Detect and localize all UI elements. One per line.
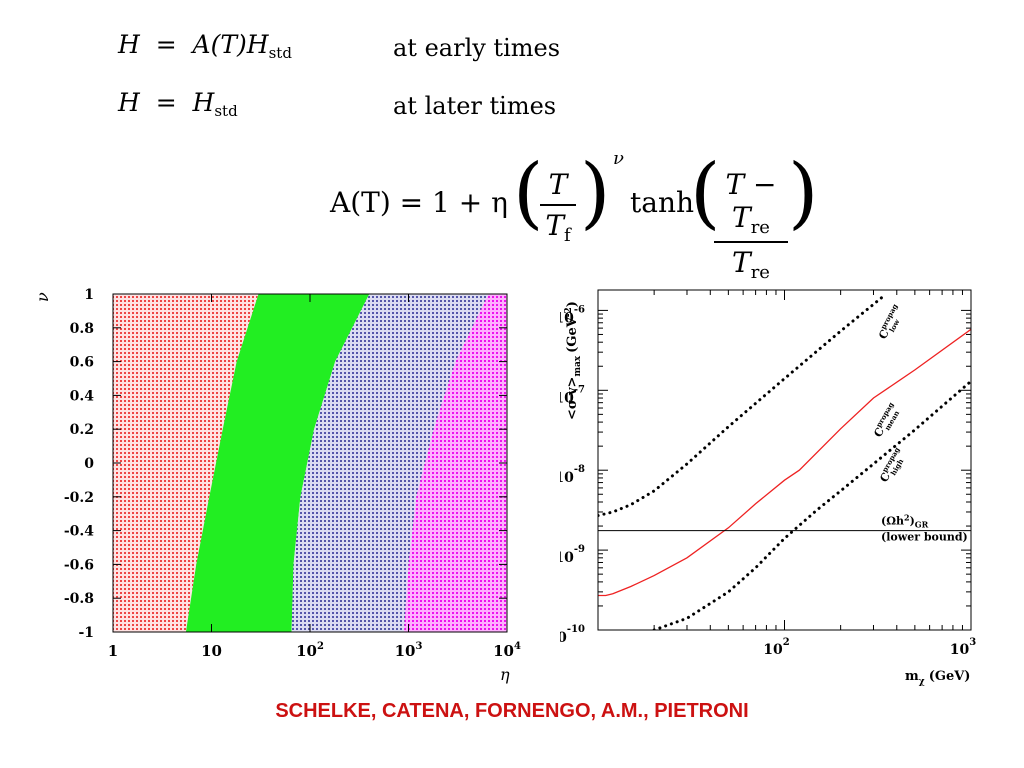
eq2-rhs: H [192, 88, 215, 117]
eq3-lhs: A(T) = 1 + η [330, 186, 508, 219]
region-blue [291, 294, 489, 632]
curve-c-propag-high-label: Cpropaghigh [876, 445, 910, 486]
equation-later-condition: at later times [393, 92, 557, 120]
author-credit: SCHELKE, CATENA, FORNENGO, A.M., PIETRON… [275, 700, 749, 722]
left-y-tick-label: 1 [84, 287, 94, 303]
eq3-frac2-num: T − T [725, 168, 777, 234]
eta-nu-region-chart: 1 10 102 103 104 1 0.8 0.6 0.4 0.2 0 -0.2 -0.4 -0.6 -0… [33, 287, 521, 684]
left-x-axis-label: η [500, 665, 510, 684]
right-xlabel-sub: χ [919, 677, 925, 687]
eq2-lhs: H [118, 88, 140, 117]
left-x-tick-label: 1 [108, 642, 118, 660]
right-x-tick-label: 102 [763, 637, 789, 658]
left-x-tick-label: 104 [493, 641, 521, 660]
right-ylabel-main: <σ v> [565, 377, 580, 420]
curve-c-propag-mean [598, 328, 971, 597]
left-y-tick-label: -1 [78, 625, 94, 641]
left-ticks: 1 10 102 103 104 1 0.8 0.6 0.4 0.2 0 -0.2 -0.4 -0.6 -0… [64, 287, 521, 660]
right-y-tick-label: 10-10 [560, 624, 585, 646]
right-xlabel-unit: (GeV) [929, 669, 971, 684]
equation-early: H = A(T)Hstd [118, 30, 292, 62]
right-y-tick-label: 10-9 [560, 544, 585, 566]
eq2-sub: std [214, 102, 238, 120]
left-y-tick-label: -0.8 [64, 591, 94, 607]
region-magenta [403, 294, 507, 632]
region-group [113, 294, 507, 632]
region-green [185, 294, 370, 632]
eq3-frac1-num: T [548, 168, 568, 201]
left-y-tick-label: -0.2 [64, 490, 94, 506]
left-y-tick-label: 0.2 [70, 422, 94, 438]
eq1-rhs: A(T)H [192, 30, 269, 59]
eq3-frac1-den: T [545, 209, 564, 242]
left-y-tick-label: 0.6 [70, 355, 94, 371]
eq3-func: tanh [630, 186, 695, 219]
equation-a-of-t: A(T) = 1 + η ( T Tf ) ν tanh ( T − Tre T… [330, 148, 818, 283]
eq1-sub: std [268, 44, 292, 62]
lower-bound-label: (Ωh2)GR [881, 513, 929, 530]
left-x-tick-label: 10 [201, 642, 222, 660]
right-curve-labels: Cpropaglow Cpropagmean Cpropaghigh (Ωh2)GR(… [870, 302, 968, 544]
curve-c-propag-high [652, 379, 971, 630]
right-ylabel-close: ) [565, 301, 580, 307]
left-y-tick-label: 0.8 [70, 321, 94, 337]
eq3-paren-close-1: ) [580, 148, 611, 238]
right-x-axis-label: mχ (GeV) [905, 669, 970, 687]
left-y-tick-label: 0.4 [70, 388, 95, 404]
right-ylabel-unit: (GeV [565, 316, 580, 353]
left-y-tick-label: -0.6 [64, 557, 94, 573]
region-red [113, 294, 259, 632]
curve-c-propag-mean-label: Cpropagmean [870, 400, 904, 441]
eq3-exponent: ν [613, 148, 624, 169]
eq3-paren-open-1: ( [513, 148, 544, 238]
eq3-frac2: T − Tre Tre [714, 168, 788, 283]
right-y-axis-label: <σ v>max (GeV-2) [564, 301, 583, 420]
eq3-frac1: T Tf [540, 168, 576, 246]
series-group [598, 292, 971, 630]
left-y-tick-label: 0 [84, 456, 94, 472]
eq3-frac2-den: T [732, 246, 751, 279]
equation-early-condition: at early times [393, 34, 561, 62]
eq3-frac2-den-sub: re [750, 262, 770, 283]
right-y-tick-label: 10-8 [560, 464, 585, 486]
right-xlabel-main: m [905, 669, 919, 684]
curve-c-propag-low-label: Cpropaglow [874, 302, 907, 343]
eq3-paren-close-2: ) [788, 148, 819, 238]
left-y-tick-label: -0.4 [64, 524, 94, 540]
right-ylabel-unit-exp: -2 [564, 307, 574, 317]
left-x-tick-label: 103 [395, 641, 423, 660]
curve-c-propag-low [598, 292, 888, 518]
eq3-paren-open-2: ( [690, 148, 721, 238]
left-x-tick-label: 102 [296, 641, 324, 660]
right-plot-frame [597, 289, 972, 631]
right-ylabel-sub: max [573, 355, 583, 376]
eq3-frac1-den-sub: f [564, 225, 571, 246]
eq3-frac2-num-sub: re [750, 217, 770, 238]
left-y-axis-label: ν [33, 292, 52, 302]
equation-later: H = Hstd [118, 88, 238, 120]
eq1-lhs: H [118, 30, 140, 59]
right-x-tick-label: 103 [950, 637, 976, 658]
lower-bound-label-line2: (lower bound) [881, 531, 968, 544]
